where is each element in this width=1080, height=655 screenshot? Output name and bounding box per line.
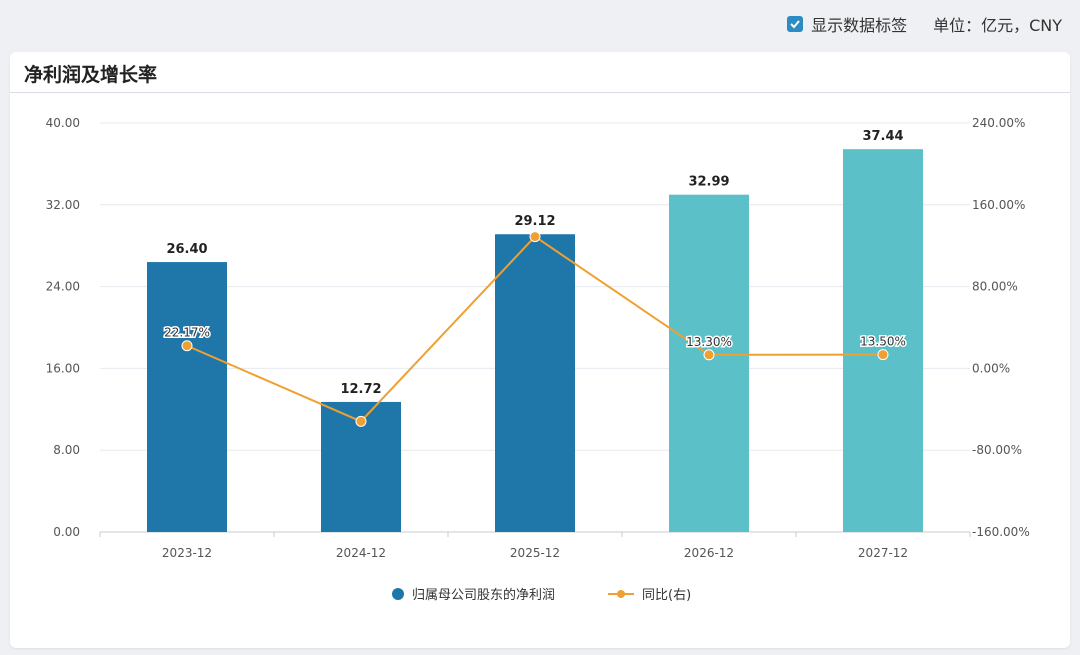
- y-left-tick-label: 8.00: [53, 443, 80, 457]
- x-tick-label: 2026-12: [684, 546, 734, 560]
- check-icon: [790, 20, 800, 29]
- card-divider: [10, 92, 1070, 93]
- bar[interactable]: [495, 234, 575, 533]
- legend-bar-label[interactable]: 归属母公司股东的净利润: [412, 587, 555, 603]
- chart-card: 净利润及增长率 0.00 -160.00% 8.00 -80.00% 16.00 0.00…: [10, 52, 1070, 648]
- legend-line-label[interactable]: 同比(右): [642, 588, 691, 603]
- show-labels-checkbox[interactable]: [787, 16, 804, 32]
- y-right-tick-label: -160.00%: [972, 525, 1030, 539]
- x-tick-label: 2027-12: [858, 546, 908, 560]
- y-right-tick-label: 240.00%: [972, 116, 1025, 130]
- x-tick-label: 2024-12: [336, 546, 386, 560]
- growth-point[interactable]: [877, 349, 889, 361]
- show-labels-text[interactable]: 显示数据标签: [811, 16, 908, 35]
- y-right-tick-label: 160.00%: [972, 198, 1025, 212]
- bar-value-label: 32.99: [688, 175, 729, 190]
- y-left-tick-label: 24.00: [46, 280, 80, 294]
- chart-title: 净利润及增长率: [24, 64, 158, 86]
- top-bar: 显示数据标签 单位：亿元，CNY: [0, 0, 1080, 48]
- y-right-tick-label: 0.00%: [972, 361, 1010, 375]
- growth-value-label: 22.17%: [164, 326, 210, 340]
- toolbar: 显示数据标签 单位：亿元，CNY: [787, 12, 1062, 36]
- legend-bar-marker[interactable]: [392, 588, 404, 600]
- y-left-tick-label: 0.00: [53, 525, 80, 539]
- growth-point[interactable]: [703, 349, 715, 361]
- growth-value-label: 13.50%: [860, 335, 906, 349]
- x-tick-label: 2023-12: [162, 546, 212, 560]
- bar[interactable]: [147, 262, 227, 532]
- unit-text: 单位：亿元，CNY: [933, 16, 1062, 35]
- bar-value-label: 26.40: [166, 242, 207, 257]
- y-left-tick-label: 32.00: [46, 198, 80, 212]
- growth-point[interactable]: [529, 231, 541, 243]
- bar[interactable]: [843, 149, 923, 532]
- growth-value-label: 13.30%: [686, 335, 732, 349]
- bar-value-label: 29.12: [514, 214, 555, 229]
- y-right-tick-label: -80.00%: [972, 443, 1022, 457]
- x-tick-label: 2025-12: [510, 546, 560, 560]
- legend-line-dot: [617, 590, 625, 598]
- growth-point[interactable]: [181, 340, 193, 352]
- growth-point[interactable]: [355, 415, 367, 427]
- y-left-tick-label: 16.00: [46, 361, 80, 375]
- y-right-tick-label: 80.00%: [972, 280, 1018, 294]
- chart-canvas: 0.00 -160.00% 8.00 -80.00% 16.00 0.00% 24.00 80…: [46, 116, 1030, 603]
- y-left-tick-label: 40.00: [46, 116, 80, 130]
- bar-value-label: 12.72: [340, 382, 381, 397]
- bar-value-label: 37.44: [862, 129, 903, 144]
- bar[interactable]: [669, 194, 749, 532]
